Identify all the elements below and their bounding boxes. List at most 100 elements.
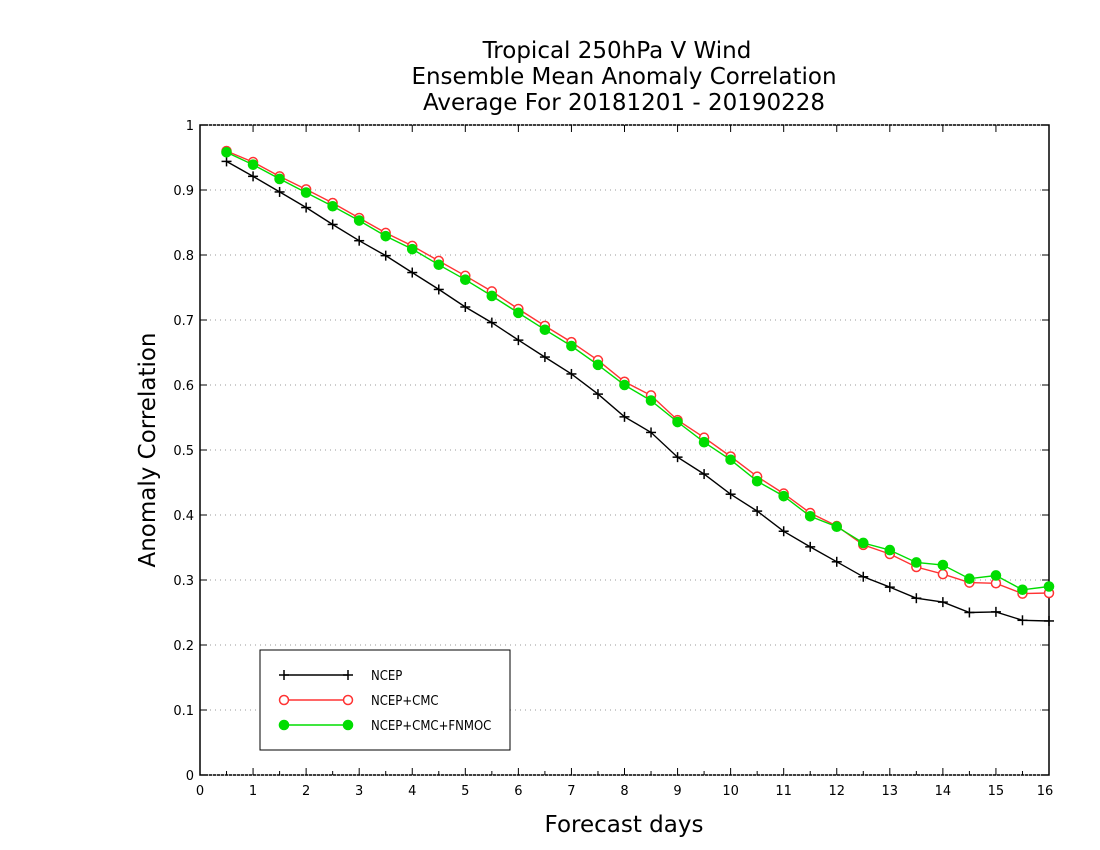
- y-tick-label-7: 0.7: [173, 314, 194, 329]
- data-point-s2-6: [380, 230, 392, 242]
- data-point-s0-21: [778, 526, 789, 537]
- data-point-s0-7: [407, 267, 418, 278]
- y-tick-label-2: 0.2: [173, 639, 194, 654]
- data-point-s0-24: [858, 571, 869, 582]
- data-point-s2-30: [1017, 584, 1028, 596]
- data-point-s0-12: [539, 352, 550, 363]
- legend-item-2: NCEP+CMC+FNMOC: [278, 719, 491, 734]
- data-point-s2-26: [911, 557, 922, 568]
- x-tick-label-10: 10: [722, 784, 739, 799]
- y-tick-label-9: 0.9: [173, 184, 194, 199]
- legend-marker-right-2: [342, 719, 354, 731]
- y-tick-label-5: 0.5: [173, 444, 194, 459]
- chart-title: Tropical 250hPa V Wind Ensemble Mean Ano…: [411, 38, 836, 116]
- legend-item-1: NCEP+CMC: [278, 694, 439, 709]
- data-point-s0-30: [1017, 615, 1028, 626]
- y-axis-label: Anomaly Correlation: [135, 332, 161, 567]
- data-point-s1-27: [937, 568, 949, 580]
- data-point-s2-4: [327, 200, 338, 212]
- y-tick-label-8: 0.8: [173, 249, 194, 264]
- data-point-s0-25: [884, 582, 895, 593]
- data-point-s2-7: [406, 243, 418, 255]
- legend-box: [259, 649, 511, 751]
- legend-item-0: NCEP: [279, 669, 402, 684]
- gridlines: [200, 189, 1049, 711]
- x-tick-label-1: 1: [249, 784, 257, 799]
- legend-marker-left-1: [278, 694, 290, 706]
- y-tick-label-6: 0.6: [173, 379, 194, 394]
- data-point-s2-3: [300, 187, 312, 198]
- legend-label-1: NCEP+CMC: [371, 694, 439, 709]
- legend-label-2: NCEP+CMC+FNMOC: [371, 719, 491, 734]
- data-point-s2-28: [964, 573, 975, 585]
- x-tick-label-12: 12: [828, 784, 845, 799]
- data-point-s2-23: [831, 521, 843, 533]
- data-point-s0-1: [248, 171, 259, 182]
- legend-marker-right-0: [343, 670, 353, 680]
- data-point-s2-1: [247, 159, 259, 170]
- data-point-s0-20: [752, 506, 763, 517]
- x-tick-label-9: 9: [673, 784, 681, 799]
- chart-title-line-2: Ensemble Mean Anomaly Correlation: [411, 64, 836, 90]
- data-point-s2-11: [513, 307, 524, 319]
- data-point-s2-19: [725, 454, 736, 466]
- data-point-s0-22: [805, 541, 816, 552]
- data-point-s0-8: [433, 284, 444, 295]
- x-tick-label-15: 15: [988, 784, 1005, 799]
- data-point-s0-10: [486, 317, 497, 328]
- data-point-s2-20: [751, 475, 763, 487]
- data-point-s2-8: [433, 259, 445, 271]
- data-point-s2-5: [353, 215, 365, 226]
- x-axis-ticks: 0 1 2 3 4 5 6 7 8 9 10 11 12 13 14 15 16: [196, 125, 1053, 799]
- series-line-0: [226, 160, 1050, 622]
- data-point-s0-17: [672, 452, 683, 463]
- data-point-s0-26: [911, 593, 922, 604]
- y-tick-label-4: 0.4: [173, 509, 194, 524]
- legend-marker-left-0: [279, 670, 289, 680]
- x-tick-label-11: 11: [775, 784, 792, 799]
- data-point-s2-18: [698, 436, 710, 448]
- data-point-s0-5: [354, 235, 365, 246]
- data-point-s2-16: [645, 395, 657, 406]
- series-2: [221, 147, 1055, 596]
- chart-title-line-1: Tropical 250hPa V Wind: [482, 38, 752, 64]
- data-point-s2-21: [778, 490, 789, 502]
- data-point-s2-14: [592, 359, 604, 371]
- data-point-s2-27: [937, 559, 949, 571]
- data-point-s0-11: [513, 335, 524, 346]
- x-axis-label: Forecast days: [545, 812, 704, 838]
- data-point-s2-24: [857, 537, 869, 549]
- y-tick-label-1: 0.1: [173, 704, 194, 719]
- legend-label-0: NCEP: [371, 669, 402, 684]
- data-point-s0-2: [274, 186, 285, 197]
- series-layer: [221, 145, 1055, 626]
- chart-title-line-3: Average For 20181201 - 20190228: [423, 90, 825, 116]
- data-point-s0-0: [221, 156, 232, 167]
- data-point-s2-25: [884, 544, 896, 556]
- x-tick-label-4: 4: [408, 784, 416, 799]
- x-tick-label-0: 0: [196, 784, 204, 799]
- x-tick-label-7: 7: [567, 784, 575, 799]
- y-axis-ticks: 0 0.1 0.2 0.3 0.4 0.5 0.6 0.7 0.8 0.9 1: [173, 119, 1049, 784]
- x-tick-label-5: 5: [461, 784, 469, 799]
- data-point-s0-15: [619, 411, 630, 422]
- x-tick-label-8: 8: [620, 784, 628, 799]
- data-point-s0-19: [725, 489, 736, 500]
- data-point-s2-29: [990, 570, 1002, 581]
- data-point-s0-3: [301, 202, 312, 213]
- data-point-s0-31: [1044, 615, 1054, 626]
- x-tick-label-16: 16: [1037, 784, 1054, 799]
- data-point-s0-18: [699, 469, 710, 480]
- data-point-s2-31: [1043, 581, 1055, 592]
- x-tick-label-6: 6: [514, 784, 522, 799]
- data-point-s0-9: [460, 302, 471, 312]
- data-point-s0-28: [964, 607, 975, 618]
- data-point-s2-17: [672, 416, 683, 428]
- data-point-s0-29: [990, 606, 1001, 617]
- x-tick-label-3: 3: [355, 784, 363, 799]
- legend-marker-right-1: [342, 694, 354, 706]
- data-point-s2-9: [460, 274, 471, 286]
- data-point-s2-2: [274, 173, 285, 185]
- data-point-s0-27: [937, 597, 948, 608]
